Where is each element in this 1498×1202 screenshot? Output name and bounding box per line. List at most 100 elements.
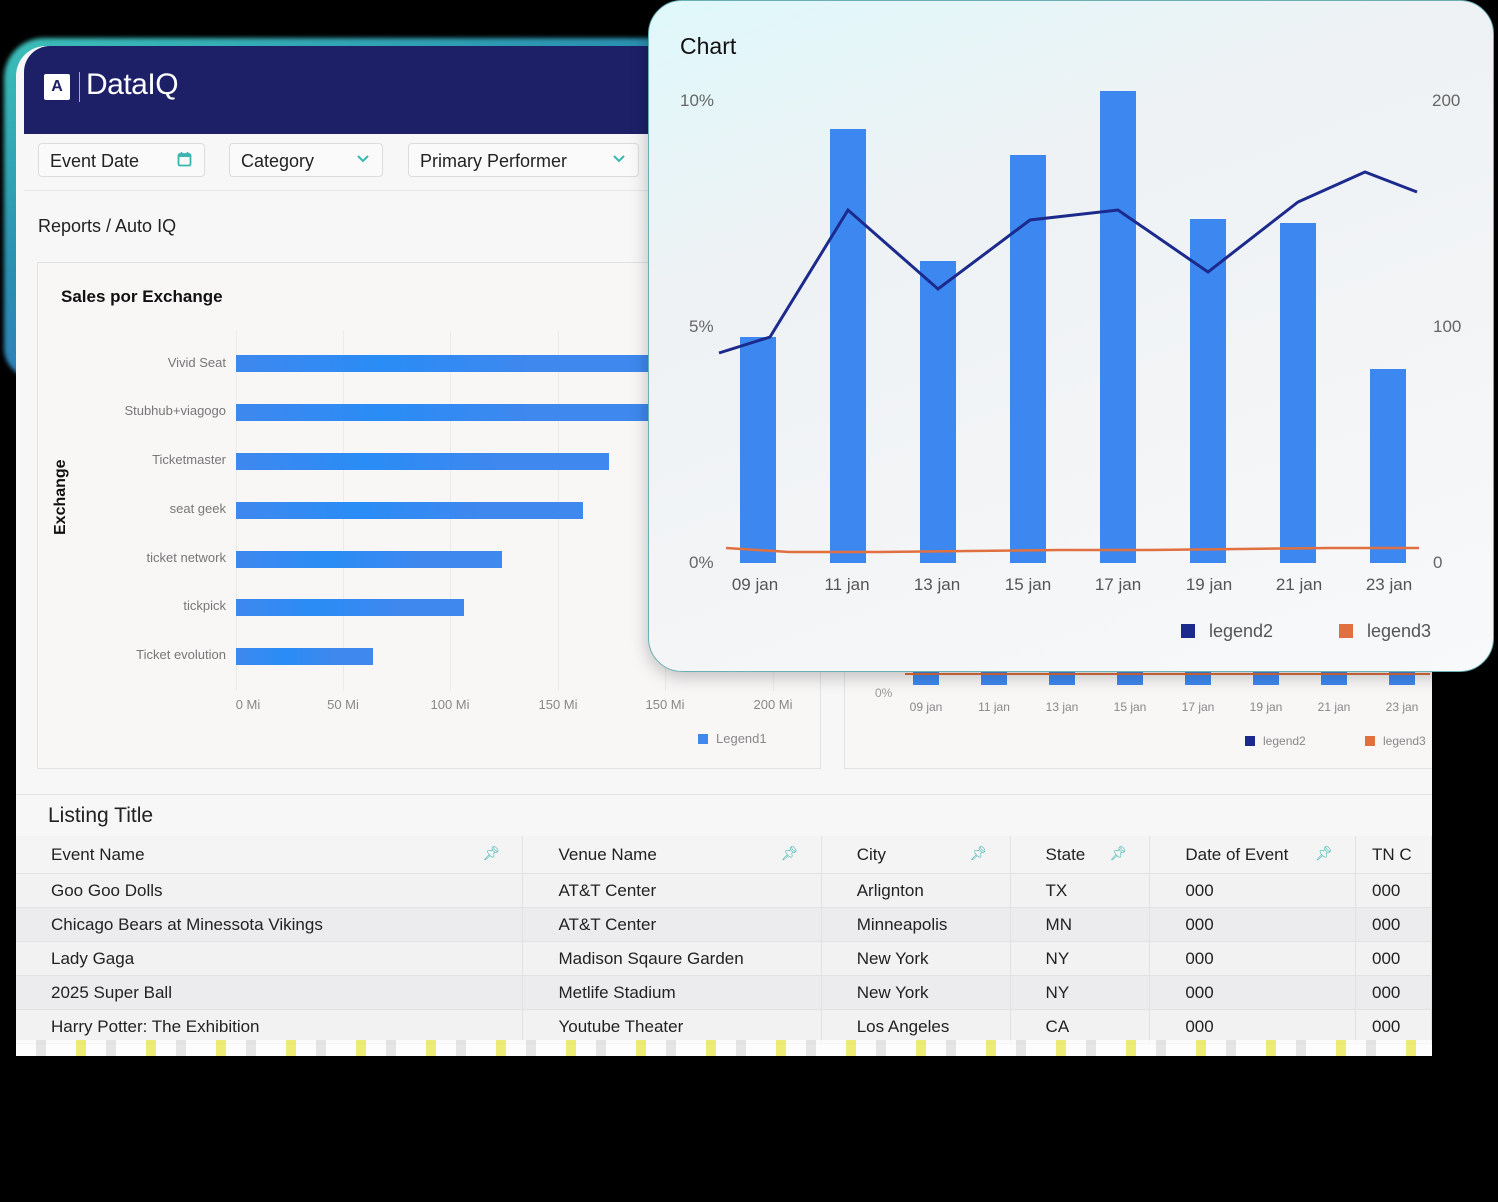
cell-date: 000 (1149, 873, 1357, 908)
cell-event-name: 2025 Super Ball (16, 975, 524, 1010)
bar-ticketmaster[interactable] (236, 453, 609, 470)
cell-city: Los Angeles (821, 1009, 1011, 1044)
cell-city: Minneapolis (821, 907, 1011, 942)
legend-swatch (698, 734, 708, 744)
table-row[interactable]: Chicago Bears at Minessota Vikings AT&T … (16, 907, 1432, 942)
x-tick: 17 jan (1094, 575, 1142, 594)
bar[interactable] (1370, 369, 1406, 563)
bar-tickpick[interactable] (236, 599, 464, 616)
event-date-label: Event Date (50, 151, 140, 171)
x-tick: 11 jan (824, 575, 870, 594)
cell-event-name: Chicago Bears at Minessota Vikings (16, 907, 524, 942)
y-left-tick: 10% (680, 91, 715, 110)
table-row[interactable]: Lady Gaga Madison Sqaure Garden New York… (16, 941, 1432, 976)
cell-state: TX (1010, 873, 1151, 908)
bar-seat-geek[interactable] (236, 502, 583, 519)
logo-divider (79, 72, 80, 102)
table-row[interactable]: 2025 Super Ball Metlife Stadium New York… (16, 975, 1432, 1010)
bar-vivid-seat[interactable] (236, 355, 656, 372)
x-tick: 19 jan (1185, 575, 1233, 594)
column-header-event-name[interactable]: Event Name 📌︎ (16, 836, 524, 874)
logo-icon: A (44, 74, 70, 100)
pin-icon[interactable]: 📌︎ (1109, 845, 1128, 861)
panel-title: Sales por Exchange (61, 287, 223, 306)
bar[interactable] (1280, 223, 1316, 563)
cell-venue-name: Metlife Stadium (522, 975, 822, 1010)
primary-performer-dropdown[interactable]: Primary Performer (408, 143, 639, 177)
pin-icon[interactable]: 📌︎ (780, 845, 799, 861)
cell-date: 000 (1149, 975, 1357, 1010)
legend-swatch (1181, 624, 1195, 638)
x-tick: 09 jan (909, 700, 943, 714)
cell-state: CA (1010, 1009, 1151, 1044)
scroll-fade (16, 1040, 1432, 1056)
legend3-line (905, 673, 1430, 675)
legend3-line (725, 546, 1419, 554)
x-tick: 21 jan (1275, 575, 1323, 594)
category-dropdown[interactable]: Category (229, 143, 383, 177)
x-tick: 200 Mi (753, 697, 793, 712)
bar[interactable] (1190, 219, 1226, 563)
event-date-filter[interactable]: Event Date (38, 143, 205, 177)
bar[interactable] (740, 337, 776, 563)
bar-label: Vivid Seat (167, 355, 226, 370)
legend-item[interactable]: legend3 (1365, 734, 1426, 748)
cell-city: New York (821, 975, 1011, 1010)
bar[interactable] (920, 261, 956, 563)
column-header-date-of-event[interactable]: Date of Event 📌︎ (1149, 836, 1357, 874)
bar[interactable] (1100, 91, 1136, 563)
bar-label: seat geek (169, 501, 226, 516)
x-tick: 23 jan (1385, 700, 1419, 714)
chart-title: Chart (680, 33, 737, 59)
cell-date: 000 (1149, 1009, 1357, 1044)
cell-event-name: Lady Gaga (16, 941, 524, 976)
cell-venue-name: Youtube Theater (522, 1009, 822, 1044)
x-tick: 50 Mi (327, 697, 359, 712)
category-label: Category (241, 151, 315, 171)
bar[interactable] (830, 129, 866, 563)
calendar-icon (177, 144, 192, 178)
legend-item[interactable]: legend2 (1245, 734, 1306, 748)
cell-state: MN (1010, 907, 1151, 942)
table-row[interactable]: Goo Goo Dolls AT&T Center Arlignton TX 0… (16, 873, 1432, 908)
y-right-tick: 200 (1432, 91, 1461, 110)
pin-icon[interactable]: 📌︎ (1315, 845, 1334, 861)
cell-date: 000 (1149, 907, 1357, 942)
x-tick: 17 jan (1181, 700, 1215, 714)
bar-label: Stubhub+viagogo (124, 403, 226, 418)
bar-label: Ticketmaster (152, 452, 226, 467)
cell-event-name: Harry Potter: The Exhibition (16, 1009, 524, 1044)
x-tick: 15 jan (1004, 575, 1052, 594)
bar-ticket-evolution[interactable] (236, 648, 373, 665)
table-header-row: Event Name 📌︎ Venue Name 📌︎ City 📌︎ State 📌︎… (16, 836, 1432, 874)
cell-tn: 000 (1355, 873, 1432, 908)
column-header-venue-name[interactable]: Venue Name 📌︎ (522, 836, 822, 874)
x-tick: 150 Mi (538, 697, 578, 712)
primary-performer-label: Primary Performer (420, 151, 568, 171)
legend-item-legend2[interactable]: legend2 (1181, 621, 1273, 642)
cell-state: NY (1010, 941, 1151, 976)
y-left-tick: 5% (689, 317, 714, 336)
legend-item[interactable]: Legend1 (698, 731, 767, 746)
bar-stubhub-viagogo[interactable] (236, 404, 656, 421)
bar-label: Ticket evolution (136, 647, 226, 662)
cell-event-name: Goo Goo Dolls (16, 873, 524, 908)
column-header-state[interactable]: State 📌︎ (1010, 836, 1151, 874)
x-tick: 09 jan (731, 575, 779, 594)
legend-item-legend3[interactable]: legend3 (1339, 621, 1431, 642)
y-right-tick: 0 (1433, 553, 1443, 572)
cell-venue-name: AT&T Center (522, 873, 822, 908)
pin-icon[interactable]: 📌︎ (482, 845, 501, 861)
listing-title: Listing Title (48, 804, 154, 827)
column-header-city[interactable]: City 📌︎ (821, 836, 1011, 874)
pin-icon[interactable]: 📌︎ (969, 845, 988, 861)
x-tick: 23 jan (1365, 575, 1413, 594)
x-tick: 0 Mi (235, 697, 261, 712)
brand-name: DataIQ (86, 68, 179, 101)
cell-city: New York (821, 941, 1011, 976)
column-header-tn[interactable]: TN C (1355, 836, 1432, 874)
bar-label: ticket network (146, 550, 226, 565)
table-row[interactable]: Harry Potter: The Exhibition Youtube The… (16, 1009, 1432, 1044)
legend-swatch (1245, 736, 1255, 746)
bar-ticket-network[interactable] (236, 551, 502, 568)
